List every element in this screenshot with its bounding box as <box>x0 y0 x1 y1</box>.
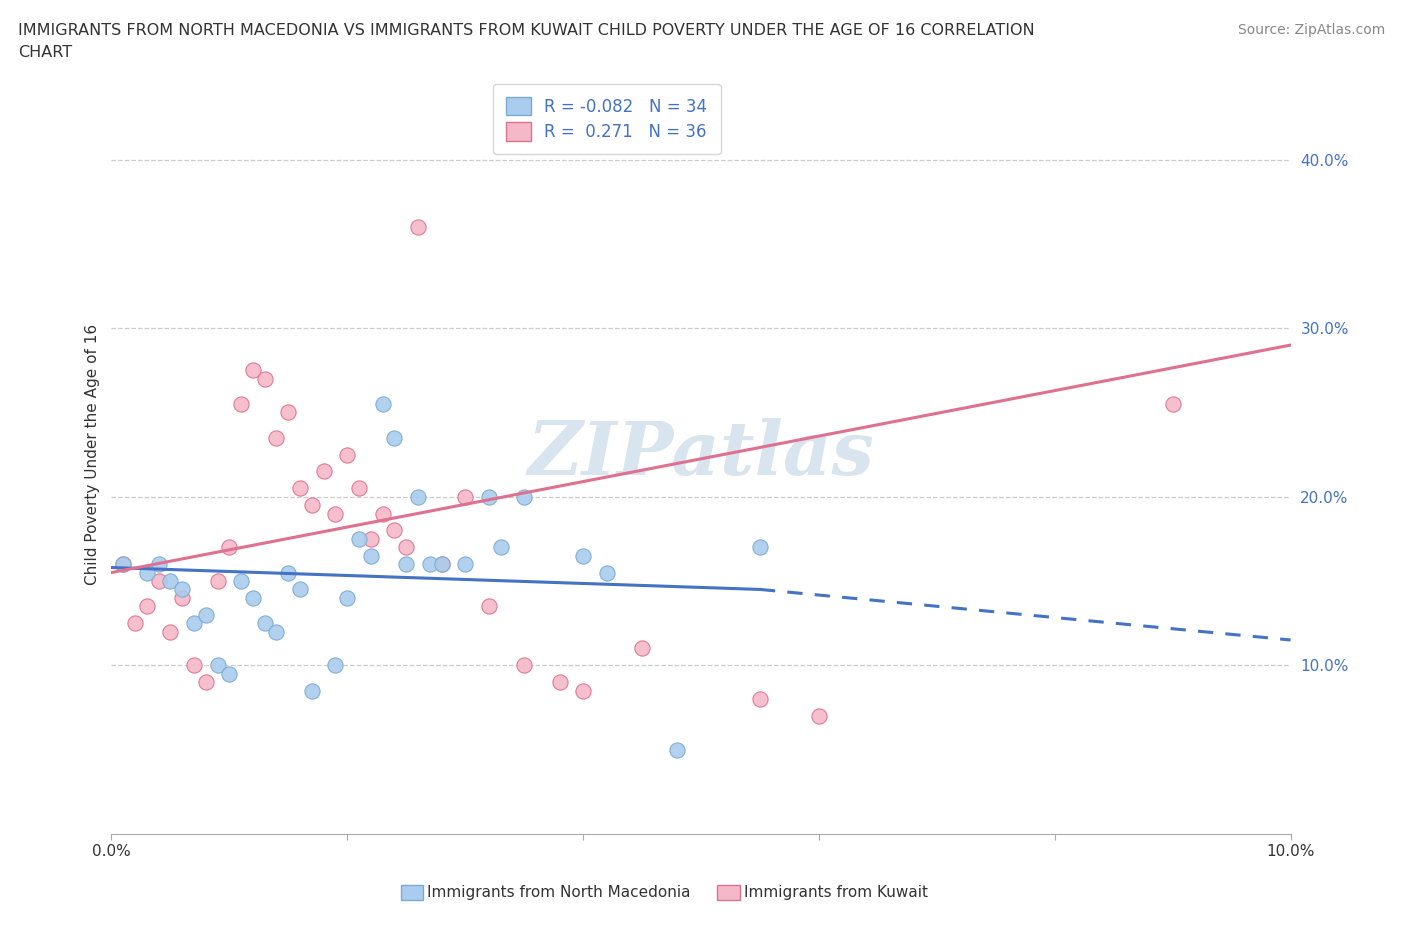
Point <box>148 557 170 572</box>
Point <box>489 539 512 554</box>
Point <box>207 658 229 672</box>
Point <box>513 658 536 672</box>
Point <box>253 371 276 386</box>
Point <box>135 599 157 614</box>
Point <box>430 557 453 572</box>
Point <box>159 624 181 639</box>
Point <box>325 506 347 521</box>
Point <box>288 481 311 496</box>
Point <box>336 591 359 605</box>
Point <box>207 574 229 589</box>
Point <box>395 557 418 572</box>
Point <box>478 489 501 504</box>
Point <box>360 549 382 564</box>
Point <box>183 658 205 672</box>
Point <box>242 591 264 605</box>
Point <box>277 405 299 420</box>
Point <box>384 523 406 538</box>
Point <box>595 565 617 580</box>
Point <box>183 616 205 631</box>
Point <box>749 692 772 707</box>
Text: ZIPatlas: ZIPatlas <box>527 418 875 491</box>
Point <box>478 599 501 614</box>
Point <box>395 539 418 554</box>
Point <box>384 431 406 445</box>
Point <box>229 396 252 411</box>
Point <box>277 565 299 580</box>
Point <box>406 219 429 234</box>
Point <box>218 539 240 554</box>
Y-axis label: Child Poverty Under the Age of 16: Child Poverty Under the Age of 16 <box>86 324 100 585</box>
Point <box>406 489 429 504</box>
Point <box>218 666 240 681</box>
Point <box>301 684 323 698</box>
Point <box>159 574 181 589</box>
Point <box>172 591 194 605</box>
Point <box>430 557 453 572</box>
Point <box>360 531 382 546</box>
Point <box>666 742 689 757</box>
Text: Immigrants from North Macedonia: Immigrants from North Macedonia <box>427 885 690 900</box>
Point <box>371 396 394 411</box>
Point <box>194 674 217 689</box>
Point <box>513 489 536 504</box>
Point <box>148 574 170 589</box>
Point <box>336 447 359 462</box>
Point <box>253 616 276 631</box>
Point <box>301 498 323 512</box>
Point <box>572 549 595 564</box>
Text: IMMIGRANTS FROM NORTH MACEDONIA VS IMMIGRANTS FROM KUWAIT CHILD POVERTY UNDER TH: IMMIGRANTS FROM NORTH MACEDONIA VS IMMIG… <box>18 23 1035 38</box>
Point <box>266 624 288 639</box>
Point <box>325 658 347 672</box>
Point <box>112 557 135 572</box>
Point <box>548 674 571 689</box>
Point <box>371 506 394 521</box>
Point <box>807 709 830 724</box>
Text: Immigrants from Kuwait: Immigrants from Kuwait <box>744 885 928 900</box>
Text: Source: ZipAtlas.com: Source: ZipAtlas.com <box>1237 23 1385 37</box>
Point <box>631 641 654 656</box>
Point <box>454 489 477 504</box>
Point <box>112 557 135 572</box>
Text: CHART: CHART <box>18 45 72 60</box>
Point <box>194 607 217 622</box>
Point <box>288 582 311 597</box>
Point <box>454 557 477 572</box>
Point <box>229 574 252 589</box>
Point <box>419 557 441 572</box>
Point <box>347 481 370 496</box>
Legend: R = -0.082   N = 34, R =  0.271   N = 36: R = -0.082 N = 34, R = 0.271 N = 36 <box>492 84 721 154</box>
Point <box>347 531 370 546</box>
Point <box>1161 396 1184 411</box>
Point <box>135 565 157 580</box>
Point <box>266 431 288 445</box>
Point <box>749 539 772 554</box>
Point <box>572 684 595 698</box>
Point <box>124 616 146 631</box>
Point <box>312 464 335 479</box>
Point <box>242 363 264 378</box>
Point <box>172 582 194 597</box>
